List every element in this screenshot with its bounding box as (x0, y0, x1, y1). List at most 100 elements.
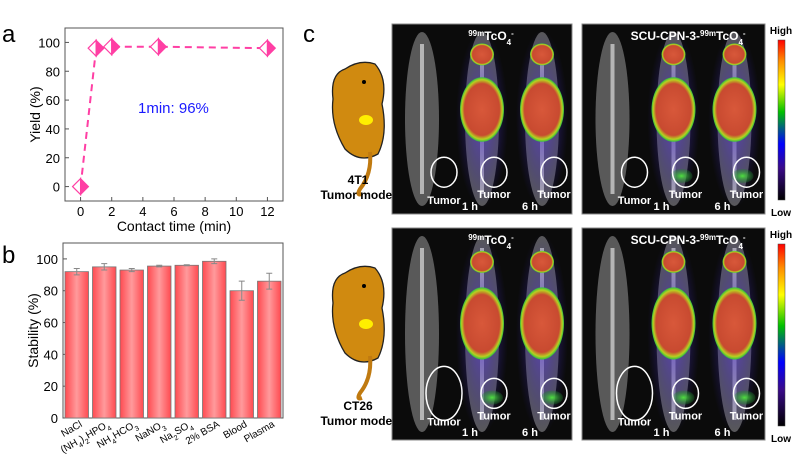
tumor-label: Tumor (730, 410, 764, 422)
x-tick-label: 4 (139, 204, 146, 219)
annotation: 1min: 96% (138, 100, 209, 117)
group-title: SCU-CPN-3-99mTcO4- (631, 233, 746, 251)
tumor-spot (359, 319, 373, 329)
time-label-6h: 6 h (715, 427, 731, 439)
thyroid-signal (661, 250, 686, 273)
data-point (157, 37, 168, 56)
tumor-circle (732, 377, 761, 410)
time-label-6h: 6 h (522, 201, 538, 213)
y-tick-label: 80 (46, 64, 60, 79)
thyroid-signal (470, 250, 494, 273)
mouse-body (331, 265, 385, 363)
x-tick-label: 12 (260, 204, 274, 219)
thyroid-signal (530, 43, 554, 66)
data-point-left (258, 38, 269, 58)
thyroid-signal (530, 250, 554, 273)
data-point-left (102, 37, 113, 57)
tumor-circle (430, 156, 458, 188)
spine (610, 248, 615, 420)
organ-signal (520, 287, 564, 360)
tumor-circle (671, 156, 700, 188)
tumor-label: Tumor (669, 189, 703, 201)
panel-label-a: a (2, 21, 16, 48)
tumor-label: Tumor (669, 410, 703, 422)
organ-signal (520, 77, 564, 142)
tumor-label: Tumor (537, 410, 571, 422)
tumor-label: Tumor (477, 410, 511, 422)
error-bar (128, 267, 135, 273)
thyroid-signal (470, 43, 494, 66)
bar (119, 269, 144, 419)
colorbar (777, 243, 786, 427)
data-point-left (87, 38, 97, 58)
y-tick-label: 20 (46, 151, 60, 166)
bar (202, 260, 227, 419)
data-point (95, 38, 105, 58)
group-title: 99mTcO4- (468, 29, 514, 47)
error-bar (266, 272, 273, 290)
y-tick-label: 60 (44, 316, 58, 331)
y-tick-label: 80 (44, 284, 58, 299)
x-tick-label: 2% BSA (184, 419, 222, 447)
time-label-1h: 1 h (462, 201, 478, 213)
organ-signal (460, 287, 504, 360)
tumor-circle (620, 156, 649, 188)
tumor-circle (540, 377, 568, 410)
tumor-label: Tumor (427, 416, 461, 428)
y-tick-label: 100 (38, 35, 60, 50)
tumor-circle (480, 377, 508, 410)
time-label-6h: 6 h (522, 427, 538, 439)
tumor-label: Tumor (618, 416, 652, 428)
tumor-signal (481, 390, 503, 405)
bar (64, 271, 89, 419)
y-tick-label: 100 (36, 252, 58, 267)
bar (147, 265, 172, 419)
thyroid-signal (722, 250, 747, 273)
error-bar (183, 264, 190, 267)
x-tick-label: 0 (77, 204, 84, 219)
spine (420, 248, 424, 420)
organ-signal (712, 77, 757, 142)
colorbar-low: Low (771, 208, 791, 219)
tumor-label: Tumor (537, 189, 571, 201)
y-tick-label: 0 (51, 411, 58, 426)
time-label-6h: 6 h (715, 201, 731, 213)
model-name: CT26 (343, 399, 373, 413)
data-point (111, 37, 121, 56)
x-tick-label: 10 (229, 204, 243, 219)
tumor-label: Tumor (730, 189, 764, 201)
tumor-spot (359, 115, 373, 125)
panel-label-b: b (2, 242, 15, 269)
tumor-circle (732, 156, 761, 188)
mouse-cartoon (331, 61, 385, 197)
model-label: Tumor model (320, 414, 395, 428)
colorbar (777, 39, 786, 201)
tumor-signal (731, 169, 754, 183)
data-point (266, 38, 277, 58)
y-tick-label: 40 (46, 122, 60, 137)
tumor-circle (480, 156, 508, 188)
x-tick-label: 6 (170, 204, 177, 219)
error-bar (211, 258, 218, 265)
tumor-signal (670, 169, 693, 183)
time-label-1h: 1 h (654, 201, 670, 213)
x-tick-label: Plasma (242, 419, 277, 445)
panel-label-c: c (303, 21, 315, 48)
organ-signal (651, 287, 696, 360)
tumor-circle (615, 365, 654, 422)
bar (229, 290, 254, 419)
bar (174, 264, 199, 419)
tumor-signal (541, 390, 563, 405)
mouse-tail (356, 151, 373, 197)
y-tick-label: 60 (46, 93, 60, 108)
error-bar (73, 267, 80, 276)
spine (420, 44, 424, 194)
mouse-tail (356, 355, 373, 401)
time-label-1h: 1 h (462, 427, 478, 439)
tumor-circle (540, 156, 568, 188)
organ-signal (651, 77, 696, 142)
spine (610, 44, 615, 194)
group-title: SCU-CPN-3-99mTcO4- (631, 29, 746, 47)
